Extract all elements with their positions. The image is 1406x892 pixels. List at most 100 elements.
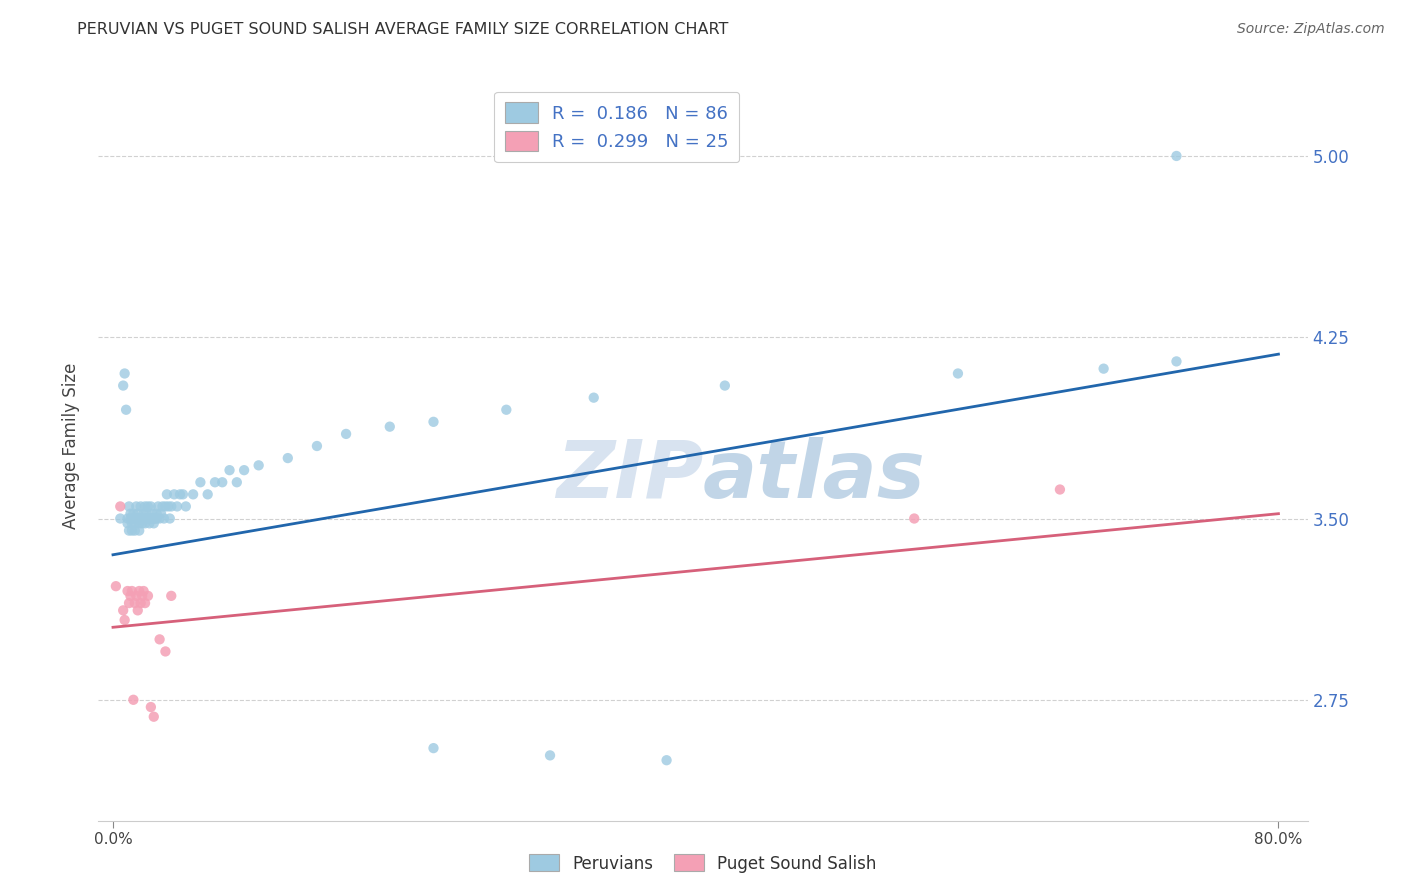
Point	[159, 511, 181, 525]
Point	[160, 500, 183, 514]
Point	[128, 511, 150, 525]
Point	[197, 487, 219, 501]
Point	[277, 451, 299, 466]
Point	[129, 596, 152, 610]
Point	[142, 709, 165, 723]
Point	[1166, 149, 1188, 163]
Point	[141, 511, 163, 525]
Point	[157, 500, 180, 514]
Point	[134, 500, 156, 514]
Point	[114, 367, 136, 381]
Point	[117, 516, 139, 531]
Point	[122, 507, 145, 521]
Point	[127, 603, 149, 617]
Point	[190, 475, 212, 490]
Point	[422, 741, 444, 756]
Point	[152, 500, 174, 514]
Point	[150, 507, 173, 521]
Point	[169, 487, 191, 501]
Point	[1092, 361, 1115, 376]
Text: atlas: atlas	[703, 437, 925, 515]
Point	[247, 458, 270, 473]
Point	[138, 516, 160, 531]
Point	[139, 700, 162, 714]
Point	[655, 753, 678, 767]
Legend: Peruvians, Puget Sound Salish: Peruvians, Puget Sound Salish	[523, 847, 883, 880]
Text: ZIP: ZIP	[555, 437, 703, 515]
Point	[112, 603, 135, 617]
Point	[156, 487, 179, 501]
Point	[122, 693, 145, 707]
Point	[149, 632, 172, 647]
Point	[128, 524, 150, 538]
Point	[139, 511, 162, 525]
Point	[117, 584, 139, 599]
Point	[129, 500, 152, 514]
Point	[135, 507, 157, 521]
Point	[582, 391, 605, 405]
Point	[115, 402, 138, 417]
Point	[160, 589, 183, 603]
Point	[155, 500, 177, 514]
Point	[124, 596, 146, 610]
Point	[120, 511, 142, 525]
Point	[714, 378, 737, 392]
Point	[127, 511, 149, 525]
Point	[110, 511, 132, 525]
Point	[118, 596, 141, 610]
Point	[225, 475, 247, 490]
Point	[134, 596, 156, 610]
Legend: R =  0.186   N = 86, R =  0.299   N = 25: R = 0.186 N = 86, R = 0.299 N = 25	[495, 92, 740, 162]
Point	[118, 500, 141, 514]
Point	[181, 487, 204, 501]
Point	[136, 511, 159, 525]
Point	[129, 511, 152, 525]
Point	[132, 584, 155, 599]
Point	[125, 500, 148, 514]
Point	[149, 511, 172, 525]
Point	[114, 613, 136, 627]
Point	[163, 487, 186, 501]
Point	[124, 511, 146, 525]
Point	[121, 584, 143, 599]
Text: PERUVIAN VS PUGET SOUND SALISH AVERAGE FAMILY SIZE CORRELATION CHART: PERUVIAN VS PUGET SOUND SALISH AVERAGE F…	[77, 22, 728, 37]
Point	[121, 524, 143, 538]
Point	[110, 500, 132, 514]
Point	[946, 367, 969, 381]
Point	[120, 589, 142, 603]
Point	[134, 516, 156, 531]
Point	[122, 511, 145, 525]
Point	[143, 511, 166, 525]
Point	[117, 511, 139, 525]
Point	[121, 516, 143, 531]
Point	[139, 500, 162, 514]
Point	[211, 475, 233, 490]
Point	[127, 507, 149, 521]
Point	[174, 500, 197, 514]
Point	[138, 511, 160, 525]
Point	[233, 463, 256, 477]
Point	[1049, 483, 1071, 497]
Point	[125, 511, 148, 525]
Point	[495, 402, 517, 417]
Text: Source: ZipAtlas.com: Source: ZipAtlas.com	[1237, 22, 1385, 37]
Point	[112, 378, 135, 392]
Point	[166, 500, 188, 514]
Point	[141, 507, 163, 521]
Point	[155, 644, 177, 658]
Point	[131, 516, 153, 531]
Point	[422, 415, 444, 429]
Point	[145, 511, 167, 525]
Point	[125, 589, 148, 603]
Point	[104, 579, 127, 593]
Point	[118, 524, 141, 538]
Point	[172, 487, 194, 501]
Point	[145, 507, 167, 521]
Point	[378, 419, 401, 434]
Point	[538, 748, 561, 763]
Point	[120, 507, 142, 521]
Point	[135, 511, 157, 525]
Point	[142, 516, 165, 531]
Point	[124, 516, 146, 531]
Point	[131, 589, 153, 603]
